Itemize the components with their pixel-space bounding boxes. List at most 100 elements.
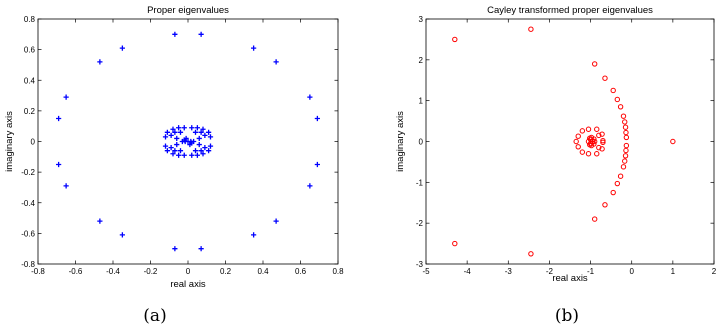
chart-b-data-point [620,164,627,170]
chart-a-data-point [207,143,214,149]
chart-b-data-point [599,146,605,152]
chart-b-xtick-label: -4 [464,267,472,276]
chart-b-ytick-label: 3 [419,15,424,24]
chart-a-data-point [97,59,103,65]
chart-a-data-point [176,152,182,158]
chart-a-data-point [164,148,170,154]
chart-a-ytick-label: 0 [31,138,36,147]
chart-a-data-point [200,151,206,157]
chart-a-data-point [185,138,191,145]
chart-b-data-point [591,61,598,67]
chart-a-data-point [192,148,199,154]
chart-a-data-point [168,132,174,138]
chart-b-ytick-label: -2 [416,219,424,228]
chart-b-points [452,26,676,257]
chart-b-data-point [623,147,629,154]
chart-b-xtick-label: -1 [587,267,595,276]
chart-b-data-point [600,139,606,146]
chart-a-data-point [172,148,178,154]
chart-a-ylabel: imaginary axis [4,111,15,172]
chart-b-data-point [610,189,616,196]
chart-a-data-point [119,45,125,51]
chart-a-data-point [168,145,174,151]
chart-b-ticks: -5 -4 -3 -2 -1 0 1 2 -3 -2 -1 0 1 2 3 [416,15,717,276]
chart-a-title: Proper eigenvalues [147,5,229,16]
chart-a-data-point [251,232,257,238]
chart-b-data-point [528,26,534,32]
chart-b-data-point [614,96,621,103]
chart-b-data-point [620,113,627,119]
chart-a-ytick-label: 0.6 [24,46,36,55]
chart-a-ytick-label: -0.4 [21,199,35,208]
chart-b-ytick-label: 2 [419,56,424,65]
chart-a-xtick-label: 0 [186,267,191,276]
chart-a-data-point [196,141,202,148]
chart-b-data-point [452,36,458,43]
chart-b-data-point [575,144,581,150]
chart-a-ytick-label: 0.2 [24,107,36,116]
chart-a-data-point [200,126,206,132]
chart-b-xtick-label: 0 [629,267,634,276]
chart-a-data-point [187,141,193,148]
chart-a-data-point [174,141,180,148]
chart-b-data-point [600,137,606,144]
chart-a-data-point [198,148,204,154]
chart-a-data-point [206,148,212,154]
chart-a-xtick-label: 0.6 [295,267,307,276]
chart-b-data-point [617,104,624,110]
chart-b-xtick-label: -3 [505,267,513,276]
chart-a-data-point [194,125,200,131]
chart-b-data-point [623,129,629,136]
chart-b-ylabel: imaginary axis [395,111,406,172]
chart-a-data-point [273,59,279,65]
chart-a-data-point [202,145,208,151]
chart-b-xtick-label: -2 [546,267,554,276]
chart-b-data-point [623,134,630,141]
chart-a-data-point [172,246,178,252]
chart-b-data-point [579,128,586,134]
chart-a-data-point [207,134,214,140]
chart-b-title: Cayley transformed proper eigenvalues [487,5,653,16]
chart-a-data-point [162,134,169,140]
chart-b-data-point [594,126,600,132]
chart-b-data-point [602,75,608,81]
chart-a-ytick-label: 0.8 [24,15,36,24]
chart-a-data-point [177,148,184,154]
chart-b-data-point [585,126,592,132]
chart-a-xlabel: real axis [170,279,206,290]
chart-a-xtick-label: -0.2 [144,267,158,276]
chart-a-data-point [170,126,176,132]
chart-b-data-point [585,138,592,145]
chart-b-data-point [670,138,676,145]
chart-b-ytick-label: -1 [416,178,424,187]
chart-b-data-point [591,216,598,222]
chart-a-xtick-label: 0.4 [257,267,269,276]
chart-a-ytick-label: -0.2 [21,168,35,177]
chart-a-data-point [172,129,178,135]
chart-b-data-point [452,240,458,247]
chart-b-data-point [610,87,616,94]
chart-b-data-point [573,138,579,145]
chart-a-xtick-label: -0.6 [69,267,83,276]
chart-b-data-point [528,251,534,257]
chart-b-data-point [594,151,600,157]
chart-a-xtick-label: 0.2 [220,267,232,276]
chart-a-data-point [307,94,313,100]
chart-b-data-point [575,133,581,139]
chart-b-caption: (b) [555,306,579,326]
chart-b-data-point [622,124,629,130]
chart-b-plot-area [425,18,715,265]
chart-b-data-point [585,151,592,157]
chart-b: Cayley transformed proper eigenvalues -5… [395,5,717,326]
chart-a-ytick-label: -0.6 [21,229,35,238]
chart-a-data-point [189,125,195,131]
chart-a-data-point [196,135,202,142]
chart-a-ticks: -0.8 -0.6 -0.4 -0.2 0 0.2 0.4 0.6 0.8 -0.8 -0.6 -0.… [21,15,344,276]
chart-a-data-point [56,161,62,168]
chart-b-data-point [599,131,605,137]
chart-b-ytick-label: -3 [416,260,424,269]
chart-b-data-point [623,142,630,149]
chart-a-data-point [314,161,320,168]
chart-b-xtick-label: 2 [712,267,717,276]
